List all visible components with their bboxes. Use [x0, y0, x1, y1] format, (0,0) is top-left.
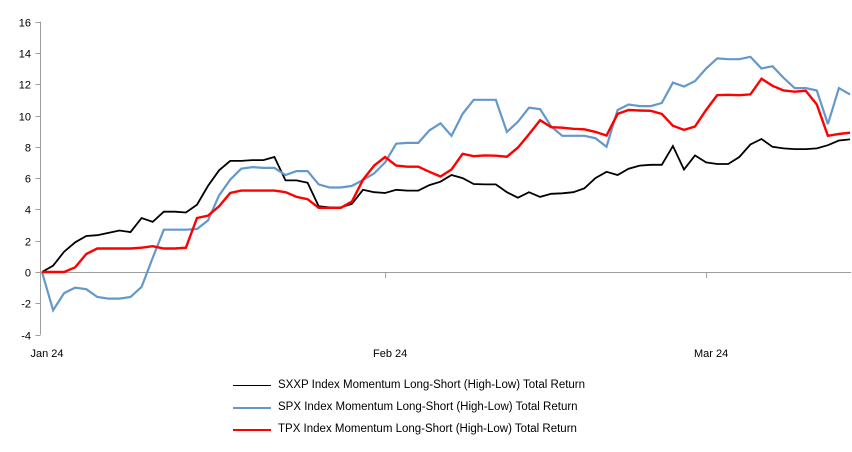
- svg-text:4: 4: [25, 204, 31, 216]
- svg-text:-2: -2: [21, 298, 31, 310]
- legend-line-swatch-sxxp: [233, 385, 271, 386]
- svg-text:2: 2: [25, 236, 31, 248]
- svg-text:Jan 24: Jan 24: [30, 348, 63, 360]
- svg-text:Feb 24: Feb 24: [373, 348, 407, 360]
- legend-line-swatch-spx: [233, 406, 271, 409]
- legend-item-spx: SPX Index Momentum Long-Short (High-Low)…: [233, 400, 585, 415]
- svg-text:16: 16: [19, 17, 31, 29]
- svg-text:0: 0: [25, 267, 31, 279]
- svg-text:12: 12: [19, 79, 31, 91]
- svg-text:6: 6: [25, 173, 31, 185]
- legend-item-tpx: TPX Index Momentum Long-Short (High-Low)…: [233, 422, 585, 437]
- legend-label-tpx: TPX Index Momentum Long-Short (High-Low)…: [278, 423, 577, 435]
- svg-text:10: 10: [19, 111, 31, 123]
- legend-line-swatch-tpx: [233, 428, 271, 431]
- svg-text:8: 8: [25, 142, 31, 154]
- svg-text:14: 14: [19, 48, 31, 60]
- chart-legend: SXXP Index Momentum Long-Short (High-Low…: [233, 378, 585, 437]
- legend-item-sxxp: SXXP Index Momentum Long-Short (High-Low…: [233, 378, 585, 393]
- svg-text:Mar 24: Mar 24: [694, 348, 728, 360]
- legend-label-spx: SPX Index Momentum Long-Short (High-Low)…: [278, 401, 578, 413]
- legend-label-sxxp: SXXP Index Momentum Long-Short (High-Low…: [278, 379, 586, 391]
- svg-text:-4: -4: [21, 330, 31, 342]
